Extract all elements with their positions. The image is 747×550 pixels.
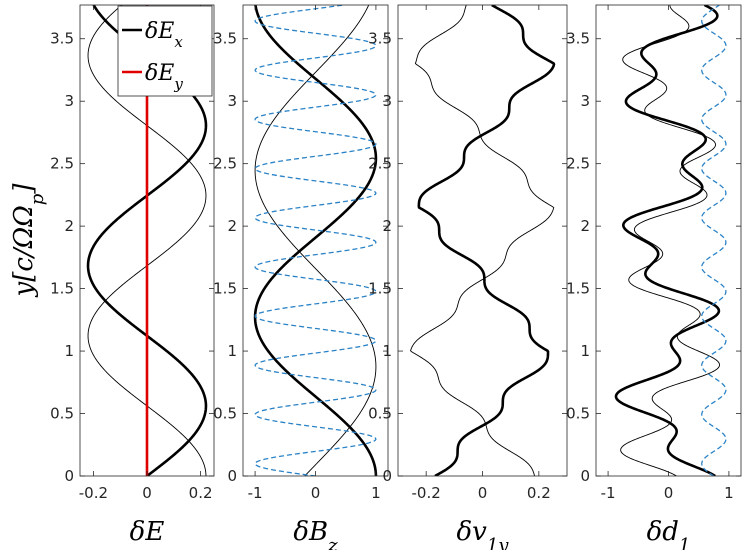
- y-tick-label: 1.5: [50, 280, 74, 298]
- y-tick-label: 1: [64, 342, 74, 360]
- axes-frame: [397, 4, 568, 477]
- y-tick-label: 3.5: [368, 30, 392, 48]
- y-tick-label: 0: [382, 467, 392, 485]
- x-axis-label: δBz: [293, 517, 338, 550]
- legend-box: [117, 5, 213, 97]
- y-tick-label: 1.5: [566, 280, 590, 298]
- x-tick-label: 0: [664, 484, 674, 502]
- y-tick-label: 2: [227, 217, 237, 235]
- y-tick-label: 1.5: [368, 280, 392, 298]
- x-tick-label: 0.2: [189, 484, 213, 502]
- y-tick-label: 2.5: [213, 155, 237, 173]
- series-line-1-2: [87, 5, 207, 476]
- y-tick-label: 0: [580, 467, 590, 485]
- panel-3: 0 0.5 1 1.5 2 2.5 3 3.5 -0.2 0 0.2 δv1y: [368, 4, 568, 550]
- x-axis-label: δE: [130, 517, 165, 547]
- y-axis-label: y[c/ΩΩp]: [9, 183, 48, 298]
- series-line-4-1: [614, 5, 721, 476]
- x-tick-label: -1: [601, 484, 616, 502]
- y-tick-label: 2: [580, 217, 590, 235]
- y-tick-label: 2: [382, 217, 392, 235]
- legend: δEx δEy: [117, 5, 213, 97]
- y-tick-label: 0.5: [368, 405, 392, 423]
- x-axis-label: δv1y: [457, 517, 510, 550]
- y-tick-label: 2.5: [368, 155, 392, 173]
- series-line-4-3: [701, 5, 727, 476]
- y-tick-label: 3: [580, 92, 590, 110]
- x-tick-label: 0.2: [527, 484, 551, 502]
- x-tick-label: 1: [371, 484, 381, 502]
- series-line-4-2: [620, 5, 720, 476]
- axes-frame: [595, 4, 742, 477]
- legend-entry-label: δEy: [145, 61, 183, 93]
- series-line-2-2: [254, 5, 377, 476]
- y-tick-label: 3: [64, 92, 74, 110]
- x-axis-label: δd1: [647, 517, 691, 550]
- y-tick-label: 1: [227, 342, 237, 360]
- x-tick-label: -0.2: [412, 484, 441, 502]
- x-tick-label: 0: [142, 484, 152, 502]
- y-tick-label: 0: [64, 467, 74, 485]
- y-tick-label: 1.5: [213, 280, 237, 298]
- series-line-2-3: [254, 5, 377, 476]
- y-tick-label: 2.5: [50, 155, 74, 173]
- y-tick-label: 3: [227, 92, 237, 110]
- y-tick-label: 1: [382, 342, 392, 360]
- series-line-2-1: [253, 5, 378, 476]
- series-line-3-1: [417, 5, 556, 476]
- x-tick-label: -1: [248, 484, 263, 502]
- y-tick-label: 3: [382, 92, 392, 110]
- x-tick-label: -0.2: [79, 484, 108, 502]
- x-tick-label: 0: [311, 484, 321, 502]
- y-tick-label: 2.5: [566, 155, 590, 173]
- series-line-3-2: [410, 5, 555, 476]
- y-tick-label: 0.5: [50, 405, 74, 423]
- axes-frame: [242, 4, 389, 477]
- panel-4: 0 0.5 1 1.5 2 2.5 3 3.5 -1 0 1 δd1: [566, 4, 742, 550]
- y-tick-label: 0: [227, 467, 237, 485]
- y-tick-label: 1: [580, 342, 590, 360]
- y-tick-label: 2: [64, 217, 74, 235]
- y-tick-label: 3.5: [566, 30, 590, 48]
- y-tick-label: 0.5: [566, 405, 590, 423]
- panel-1: 0 0.5 1 1.5 2 2.5 3 3.5 -0.2 0 0.2 δE δEx δEy: [50, 4, 215, 547]
- legend-entry-label: δEx: [145, 19, 183, 51]
- x-tick-label: 1: [724, 484, 734, 502]
- y-tick-label: 3.5: [213, 30, 237, 48]
- y-tick-label: 0.5: [213, 405, 237, 423]
- y-tick-label: 3.5: [50, 30, 74, 48]
- x-tick-label: 0: [478, 484, 488, 502]
